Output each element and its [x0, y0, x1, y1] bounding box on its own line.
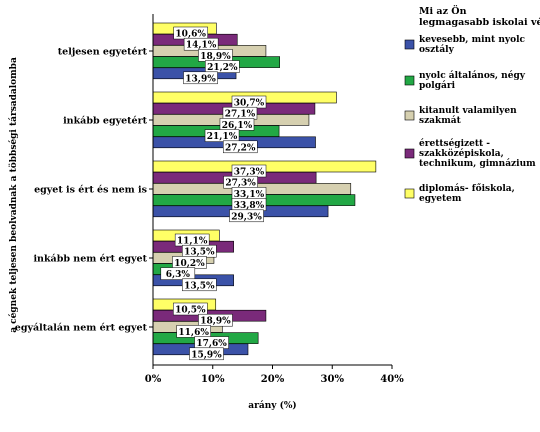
category-label: inkább nem ért egyet: [33, 254, 147, 265]
value-label: 21,2%: [207, 63, 238, 73]
value-label-box: [229, 209, 264, 223]
legend-label: diplomás- főiskola, egyetem: [419, 183, 515, 204]
x-tick-label: 0%: [145, 374, 162, 385]
value-label: 26,1%: [222, 121, 253, 131]
value-label-box: [173, 302, 208, 316]
value-label: 21,1%: [207, 132, 238, 142]
value-label-box: [198, 313, 233, 327]
value-label: 30,7%: [234, 99, 265, 109]
x-tick-label: 20%: [261, 374, 285, 385]
legend-swatch: [404, 75, 415, 86]
value-label: 11,1%: [177, 237, 208, 247]
value-label-box: [223, 140, 258, 154]
value-label: 37,3%: [234, 168, 265, 178]
value-label: 33,8%: [234, 201, 265, 211]
value-label: 13,5%: [184, 248, 215, 258]
value-label-box: [183, 71, 218, 85]
value-label: 18,9%: [200, 52, 231, 62]
value-label: 15,9%: [191, 350, 222, 360]
value-label: 18,9%: [200, 317, 231, 327]
legend-label: kevesebb, mint nyolc osztály: [419, 35, 526, 55]
x-tick-label: 30%: [321, 374, 345, 385]
axes: 0% 10% 20% 30% 40% arány (%) teljesen egyetért…: [8, 14, 404, 411]
value-labels: 10,6%14,1%18,9%21,2%13,9%30,7%27,1%26,1%…: [160, 26, 267, 361]
value-label: 10,6%: [175, 30, 206, 40]
value-label: 17,6%: [196, 339, 227, 349]
legend-label: nyolc általános, négy polgári: [419, 70, 526, 91]
value-label: 33,1%: [234, 190, 265, 200]
value-label: 14,1%: [186, 41, 217, 51]
x-axis-title: arány (%): [248, 400, 296, 411]
value-label: 10,5%: [175, 306, 206, 316]
value-label-box: [182, 278, 217, 292]
value-label: 11,6%: [178, 328, 209, 338]
legend-label: érettségizett -szakközépiskola, technikum…: [419, 138, 536, 169]
legend-swatch: [404, 39, 415, 50]
value-label-box: [176, 325, 211, 338]
x-tick-label: 10%: [201, 374, 225, 385]
value-label: 29,3%: [231, 212, 262, 222]
legend-swatch: [404, 148, 415, 159]
legend-title: Mi az Ön: [419, 4, 467, 17]
value-label: 27,2%: [225, 143, 256, 153]
category-label: egyáltalán nem ért egyet: [15, 323, 148, 334]
legend-swatch: [404, 110, 415, 121]
x-tick-label: 40%: [380, 374, 404, 385]
value-label: 6,3%: [166, 270, 191, 280]
category-label: egyet is ért és nem is: [34, 185, 147, 196]
value-label: 27,1%: [225, 110, 256, 120]
category-label: teljesen egyetért: [58, 47, 148, 58]
legend-label: kitanult valamilyen szakmát: [419, 106, 517, 126]
value-label: 13,5%: [184, 281, 215, 291]
value-label-box: [204, 129, 240, 142]
legend-title: legmagasabb iskolai végzettsége?: [419, 17, 540, 28]
value-label: 13,9%: [185, 74, 216, 84]
y-axis-title: a cégnek teljesen beolvadnak a többségi …: [8, 57, 19, 333]
value-label-box: [189, 347, 224, 361]
legend-swatch: [404, 188, 415, 199]
category-label: inkább egyetért: [63, 116, 148, 127]
value-label-box: [160, 267, 196, 280]
value-label-box: [205, 60, 240, 73]
value-label: 10,2%: [174, 259, 205, 269]
value-label: 27,3%: [225, 179, 256, 189]
